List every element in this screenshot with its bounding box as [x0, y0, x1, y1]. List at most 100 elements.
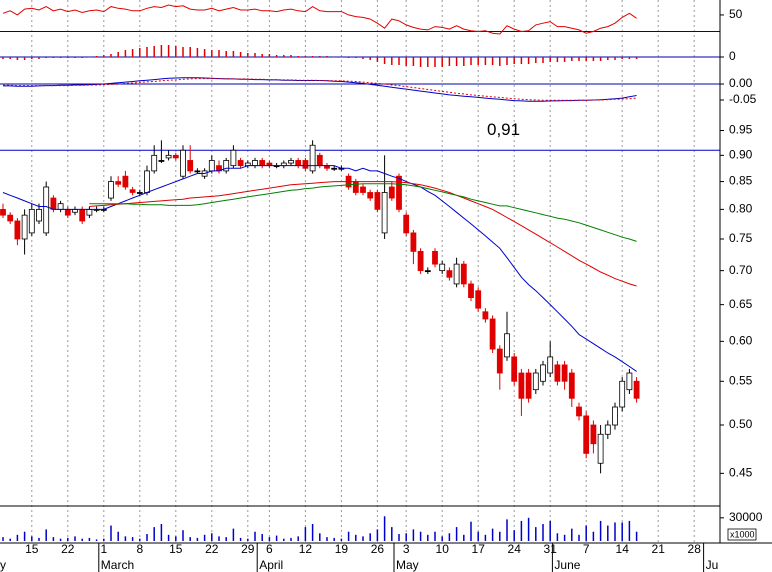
candle-body	[626, 372, 633, 391]
bar	[232, 51, 235, 57]
bar	[283, 55, 285, 57]
x-tick-label: 28	[688, 542, 702, 556]
bar	[16, 57, 19, 60]
month-label: Ju	[706, 558, 719, 572]
month-label: March	[101, 558, 134, 572]
bar	[239, 537, 242, 541]
x-tick-label: 6	[266, 542, 273, 556]
candle-body	[0, 208, 6, 216]
candle-body	[525, 372, 532, 399]
bar	[635, 57, 638, 59]
y-tick-label: 0.85	[729, 174, 753, 188]
bar	[621, 57, 623, 59]
bar	[434, 531, 436, 541]
candle-body	[115, 181, 122, 185]
x-tick-label: 24	[508, 542, 522, 556]
bar	[441, 57, 443, 67]
bar	[362, 536, 364, 541]
bar	[311, 524, 314, 541]
bar	[477, 531, 479, 541]
candle-body	[57, 203, 64, 210]
bar	[268, 537, 271, 541]
bar	[167, 45, 170, 57]
y-tick-label: 0.95	[729, 123, 753, 137]
bar	[542, 524, 544, 541]
bar	[470, 57, 472, 65]
x-tick-label: 1	[100, 542, 107, 556]
bar	[391, 57, 393, 65]
bar	[427, 534, 429, 541]
month-label: April	[259, 558, 283, 572]
bar	[117, 52, 119, 57]
bar	[563, 534, 566, 541]
candle-body	[417, 250, 424, 272]
x-tick-label: 21	[652, 542, 666, 556]
x-tick-label: 3	[403, 542, 410, 556]
bar	[571, 528, 573, 541]
bar	[160, 524, 163, 541]
bar	[218, 50, 220, 57]
candle-body	[295, 160, 302, 167]
y-tick-label: 0.65	[729, 297, 753, 311]
bar	[434, 57, 436, 67]
bar	[585, 525, 587, 541]
bar	[571, 57, 573, 61]
candle-body	[302, 160, 309, 169]
bar	[239, 52, 242, 57]
bar	[225, 537, 227, 541]
candle-body	[7, 214, 14, 222]
candle-body	[460, 263, 467, 285]
y-tick-label: 30000	[729, 510, 763, 524]
candle-body	[165, 154, 172, 159]
candle-body	[612, 406, 618, 426]
bar	[38, 57, 40, 59]
bar	[535, 527, 537, 541]
bar	[383, 57, 386, 64]
bar	[45, 529, 47, 541]
candle-body	[547, 356, 554, 374]
bar	[67, 57, 69, 58]
candle-body	[288, 160, 294, 164]
candle-body	[86, 208, 93, 216]
bar	[614, 57, 616, 60]
bar	[38, 537, 40, 541]
candle-body	[122, 175, 129, 188]
y-tick-label: 0.55	[729, 373, 753, 387]
bar	[556, 57, 559, 62]
bar	[2, 537, 4, 541]
bar	[319, 56, 321, 57]
bar	[261, 54, 263, 57]
bar	[247, 53, 249, 57]
candle-body	[136, 192, 143, 194]
unit-box	[727, 528, 757, 541]
bar	[506, 519, 508, 541]
bar	[182, 530, 184, 541]
bar	[499, 57, 501, 66]
candle-body	[187, 160, 194, 172]
bar	[513, 57, 515, 64]
candle-body	[482, 311, 489, 320]
y-tick-label: 0.70	[729, 263, 753, 277]
x-tick-label: 31	[544, 542, 558, 556]
bar	[52, 57, 55, 58]
bar	[139, 48, 141, 57]
bar	[117, 531, 119, 541]
line-series	[2, 165, 637, 372]
bar	[412, 57, 415, 66]
bar	[290, 537, 292, 541]
y-tick-label: 0	[729, 49, 736, 63]
bar	[405, 533, 407, 541]
candle-body	[511, 356, 518, 382]
bar	[527, 57, 530, 64]
bar	[160, 45, 163, 57]
bar	[391, 527, 393, 541]
plot: 50 0 0.00 -0.05 0.95 0.90 0.85 0.80 0.75 0.70 0.65…	[0, 4, 763, 572]
bar	[419, 57, 422, 67]
bar	[59, 57, 62, 58]
bar	[153, 527, 155, 541]
bar	[419, 531, 422, 541]
line-series	[2, 4, 637, 35]
candle-body	[446, 270, 453, 278]
unit-label: x1000	[730, 529, 755, 539]
